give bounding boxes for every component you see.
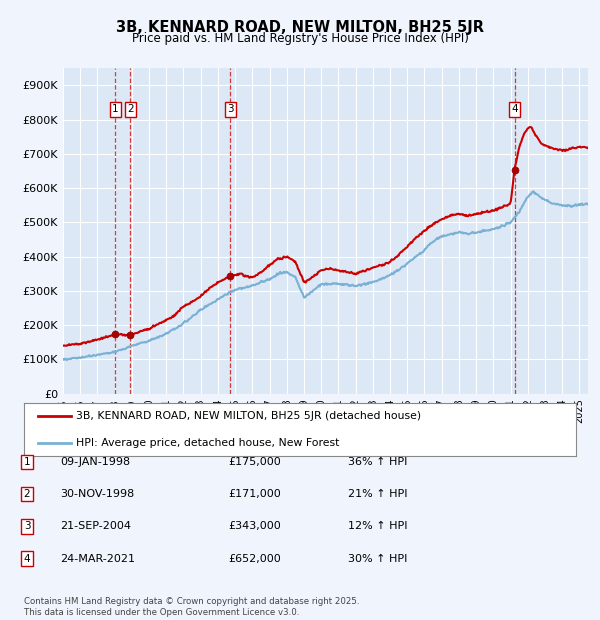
Text: 3: 3	[227, 104, 233, 114]
Text: 4: 4	[23, 554, 31, 564]
Text: 12% ↑ HPI: 12% ↑ HPI	[348, 521, 407, 531]
Text: 2: 2	[127, 104, 134, 114]
Text: 09-JAN-1998: 09-JAN-1998	[60, 457, 130, 467]
Text: £175,000: £175,000	[228, 457, 281, 467]
Text: £652,000: £652,000	[228, 554, 281, 564]
Text: 3B, KENNARD ROAD, NEW MILTON, BH25 5JR (detached house): 3B, KENNARD ROAD, NEW MILTON, BH25 5JR (…	[76, 411, 422, 421]
Text: 4: 4	[511, 104, 518, 114]
Text: 24-MAR-2021: 24-MAR-2021	[60, 554, 135, 564]
Text: £343,000: £343,000	[228, 521, 281, 531]
Text: 21% ↑ HPI: 21% ↑ HPI	[348, 489, 407, 499]
Text: 36% ↑ HPI: 36% ↑ HPI	[348, 457, 407, 467]
Text: 1: 1	[112, 104, 118, 114]
Text: 21-SEP-2004: 21-SEP-2004	[60, 521, 131, 531]
Text: HPI: Average price, detached house, New Forest: HPI: Average price, detached house, New …	[76, 438, 340, 448]
Text: 1: 1	[23, 457, 31, 467]
Text: 3: 3	[23, 521, 31, 531]
Text: 2: 2	[23, 489, 31, 499]
Text: 3B, KENNARD ROAD, NEW MILTON, BH25 5JR: 3B, KENNARD ROAD, NEW MILTON, BH25 5JR	[116, 20, 484, 35]
Text: 30% ↑ HPI: 30% ↑ HPI	[348, 554, 407, 564]
Text: 30-NOV-1998: 30-NOV-1998	[60, 489, 134, 499]
Text: Contains HM Land Registry data © Crown copyright and database right 2025.
This d: Contains HM Land Registry data © Crown c…	[24, 598, 359, 617]
Text: £171,000: £171,000	[228, 489, 281, 499]
Text: Price paid vs. HM Land Registry's House Price Index (HPI): Price paid vs. HM Land Registry's House …	[131, 32, 469, 45]
